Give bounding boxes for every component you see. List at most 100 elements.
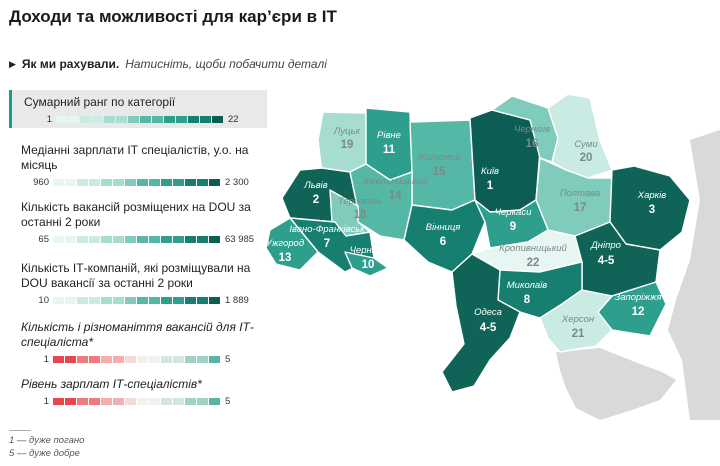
category-vacancies[interactable]: Кількість вакансій розміщених на DOU за … bbox=[9, 195, 267, 248]
region-name: Кропивницький bbox=[499, 243, 567, 254]
legend-swatch bbox=[125, 355, 136, 363]
legend-swatch bbox=[161, 296, 172, 304]
legend-swatch bbox=[161, 397, 172, 405]
region-sumy[interactable] bbox=[547, 93, 613, 179]
legend-swatch bbox=[65, 235, 76, 243]
category-median-salary[interactable]: Медіанні зарплати ІТ спеціалістів, у.о. … bbox=[9, 138, 267, 191]
legend-scale: 1 5 bbox=[21, 395, 259, 407]
region-kherson[interactable] bbox=[539, 289, 613, 353]
legend-scale: 960 2 300 bbox=[21, 176, 259, 188]
region-name: Запоріжжя bbox=[614, 292, 661, 303]
scale-min: 65 bbox=[38, 233, 49, 245]
scale-max: 2 300 bbox=[225, 176, 249, 188]
legend-swatch bbox=[164, 115, 175, 123]
legend-gradient bbox=[53, 355, 221, 363]
region-zhytomyr[interactable] bbox=[409, 119, 476, 211]
legend-swatch bbox=[77, 296, 88, 304]
region-rank: 21 bbox=[572, 328, 585, 340]
category-label: Сумарний ранг по категорії bbox=[24, 95, 176, 109]
region-rank: 6 bbox=[440, 236, 446, 248]
region-rank: 16 bbox=[526, 138, 539, 150]
legend-swatch bbox=[68, 115, 79, 123]
legend-swatch bbox=[101, 235, 112, 243]
legend-swatch bbox=[197, 355, 208, 363]
legend-swatch bbox=[80, 115, 91, 123]
legend-swatch bbox=[200, 115, 211, 123]
region-rank: 9 bbox=[510, 221, 516, 233]
legend-swatch bbox=[113, 397, 124, 405]
methodology-hint: Натисніть, щоби побачити деталі bbox=[125, 57, 327, 71]
region-name: Чернівці bbox=[350, 245, 388, 256]
region-rank: 13 bbox=[279, 252, 292, 264]
region-name: Одеса bbox=[474, 307, 502, 318]
scale-min: 1 bbox=[46, 113, 52, 125]
legend-swatch bbox=[125, 178, 136, 186]
category-total-rank[interactable]: Сумарний ранг по категорії 1 22 bbox=[9, 90, 267, 128]
legend-swatch bbox=[77, 235, 88, 243]
legend-swatch bbox=[92, 115, 103, 123]
legend-swatch bbox=[116, 115, 127, 123]
category-vacancy-diversity[interactable]: Кількість і різноманіття вакансій для ІТ… bbox=[9, 315, 267, 368]
legend-swatch bbox=[113, 296, 124, 304]
region-name: Івано-Франківськ bbox=[289, 224, 365, 235]
scale-max: 5 bbox=[225, 353, 231, 365]
region-name: Житомир bbox=[416, 152, 461, 163]
legend-swatch bbox=[197, 296, 208, 304]
scale-min: 1 bbox=[43, 353, 49, 365]
legend-swatch bbox=[173, 235, 184, 243]
region-zakarpattia[interactable] bbox=[265, 217, 319, 271]
legend-swatch bbox=[149, 397, 160, 405]
region-odesa[interactable] bbox=[441, 253, 521, 393]
legend-swatch bbox=[77, 355, 88, 363]
legend-swatch bbox=[104, 115, 115, 123]
legend-swatch bbox=[161, 355, 172, 363]
region-name: Ужгород bbox=[265, 238, 304, 249]
scale-min: 10 bbox=[38, 294, 49, 306]
legend-swatch bbox=[173, 397, 184, 405]
category-companies[interactable]: Кількість ІТ-компаній, які розміщували н… bbox=[9, 256, 267, 309]
legend-swatch bbox=[101, 397, 112, 405]
page-title: Доходи та можливості для кар’єри в ІТ bbox=[9, 7, 337, 26]
legend-gradient bbox=[53, 397, 221, 405]
legend-swatch bbox=[89, 178, 100, 186]
legend-swatch bbox=[152, 115, 163, 123]
legend-swatch bbox=[53, 235, 64, 243]
legend-swatch bbox=[185, 355, 196, 363]
region-chernivtsi[interactable] bbox=[344, 251, 389, 277]
scale-max: 1 889 bbox=[225, 294, 249, 306]
legend-swatch bbox=[101, 178, 112, 186]
legend-swatch bbox=[185, 235, 196, 243]
legend-swatch bbox=[53, 296, 64, 304]
methodology-toggle[interactable]: ▶ Як ми рахували. Натисніть, щоби побачи… bbox=[9, 57, 327, 71]
legend-swatch bbox=[77, 397, 88, 405]
category-label: Кількість ІТ-компаній, які розміщували н… bbox=[21, 261, 251, 290]
region-rank: 15 bbox=[433, 166, 446, 178]
region-name: Миколаїв bbox=[507, 280, 548, 291]
region-rank: 14 bbox=[389, 190, 402, 202]
legend-swatch bbox=[176, 115, 187, 123]
category-label: Медіанні зарплати ІТ спеціалістів, у.о. … bbox=[21, 143, 249, 172]
legend-swatch bbox=[101, 355, 112, 363]
legend-scale: 65 63 985 bbox=[21, 233, 259, 245]
legend-swatch bbox=[140, 115, 151, 123]
footnotes: 1 — дуже погано 5 — дуже добре bbox=[9, 430, 84, 460]
region-name: Рівне bbox=[377, 130, 401, 141]
legend-swatch bbox=[197, 235, 208, 243]
legend-swatch bbox=[65, 178, 76, 186]
scale-min: 1 bbox=[43, 395, 49, 407]
legend-swatch bbox=[185, 296, 196, 304]
category-salary-level[interactable]: Рівень зарплат ІТ-спеціалістів* 1 5 bbox=[9, 372, 267, 410]
region-rank: 20 bbox=[580, 152, 593, 164]
region-rank: 3 bbox=[649, 204, 655, 216]
region-rank: 4-5 bbox=[480, 322, 497, 334]
legend-swatch bbox=[137, 296, 148, 304]
legend-swatch bbox=[173, 355, 184, 363]
scale-max: 5 bbox=[225, 395, 231, 407]
region-rank: 8 bbox=[524, 294, 531, 306]
legend-swatch bbox=[53, 355, 64, 363]
legend-scale: 10 1 889 bbox=[21, 294, 259, 306]
region-rank: 18 bbox=[354, 209, 367, 221]
legend-swatch bbox=[185, 397, 196, 405]
legend-swatch bbox=[77, 178, 88, 186]
legend-swatch bbox=[161, 235, 172, 243]
